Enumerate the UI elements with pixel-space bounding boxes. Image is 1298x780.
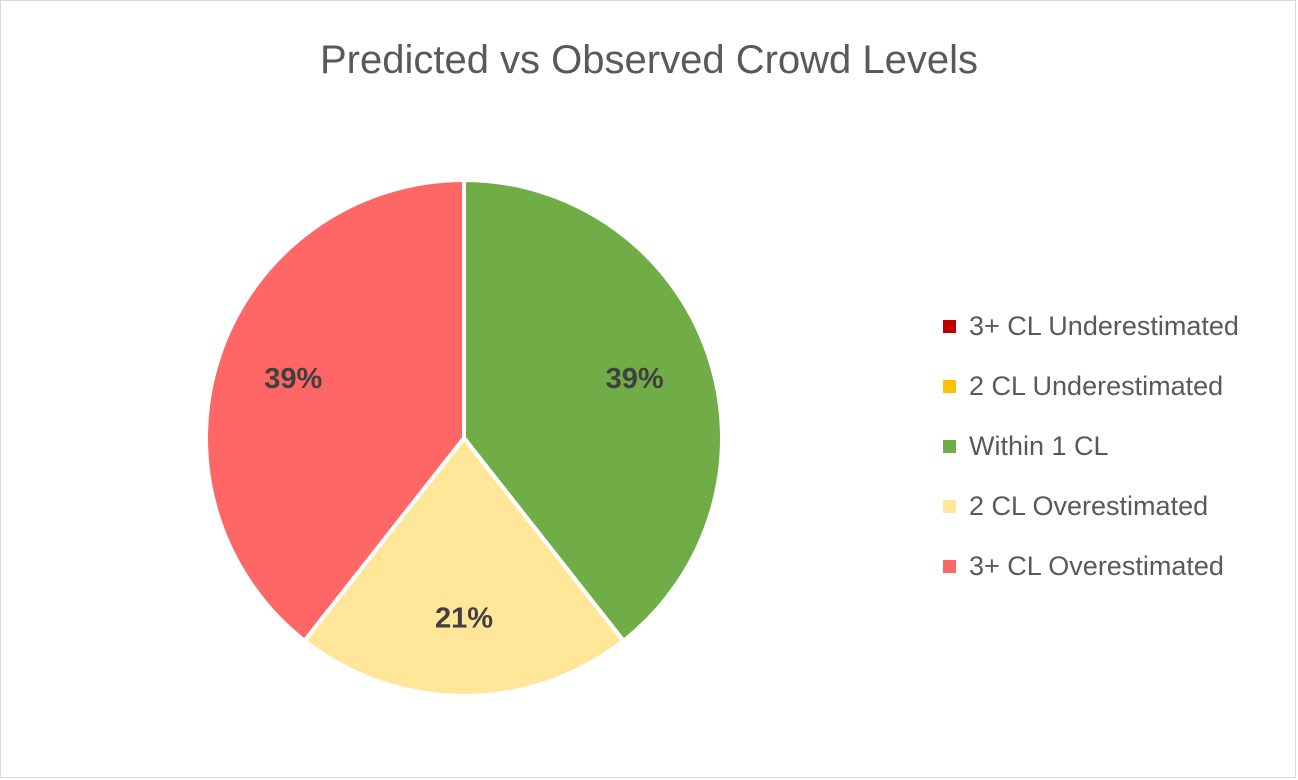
legend-item: Within 1 CL bbox=[943, 416, 1283, 476]
legend-item: 3+ CL Overestimated bbox=[943, 536, 1283, 596]
chart-title: Predicted vs Observed Crowd Levels bbox=[319, 38, 979, 82]
legend-swatch bbox=[943, 319, 956, 333]
data-label-within-1-cl: 39% bbox=[606, 363, 664, 395]
data-label-3-cl-overestimated: 39% bbox=[264, 363, 322, 395]
legend-item: 2 CL Overestimated bbox=[943, 476, 1283, 536]
legend: 3+ CL Underestimated 2 CL Underestimated W… bbox=[943, 296, 1283, 596]
legend-swatch bbox=[943, 559, 956, 573]
legend-swatch bbox=[943, 439, 956, 453]
legend-label: Within 1 CL bbox=[969, 430, 1109, 461]
legend-item: 3+ CL Underestimated bbox=[943, 296, 1283, 356]
pie-slice-within-1-cl bbox=[462, 178, 724, 643]
pie-slice-2-cl-overestimated bbox=[302, 436, 626, 698]
legend-swatch bbox=[943, 499, 956, 513]
legend-label: 2 CL Underestimated bbox=[969, 370, 1224, 401]
legend-label: 3+ CL Overestimated bbox=[969, 550, 1224, 581]
legend-swatch bbox=[943, 379, 956, 393]
legend-item: 2 CL Underestimated bbox=[943, 356, 1283, 416]
data-label-2-cl-overestimated: 21% bbox=[435, 603, 493, 635]
legend-label: 3+ CL Underestimated bbox=[969, 310, 1239, 341]
legend-label: 2 CL Overestimated bbox=[969, 490, 1209, 521]
pie-slice-3-cl-overestimated bbox=[204, 178, 466, 643]
